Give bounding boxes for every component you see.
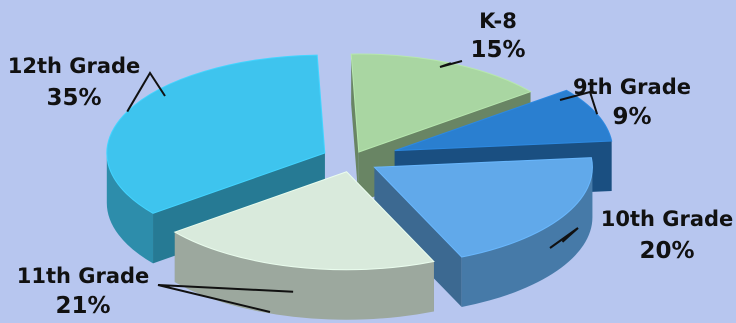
pie-slice-rim-11th-grade xyxy=(174,232,434,320)
label-k8-name: K-8 xyxy=(479,9,517,33)
label-12th-grade-percent: 35% xyxy=(46,85,101,111)
pie-slice-11th-grade xyxy=(173,171,435,320)
leader-lines xyxy=(126,60,599,313)
pie-slice-side-10th-grade-end xyxy=(374,167,462,308)
label-12th-grade-name: 12th Grade xyxy=(8,54,141,78)
pie-slice-top-11th-grade xyxy=(173,171,435,271)
label-9th-grade-name: 9th Grade xyxy=(573,75,691,99)
leader-line-11th-grade xyxy=(157,284,294,313)
leader-line-10th-grade xyxy=(549,227,579,249)
pie-slice-rim-10th-grade xyxy=(461,167,593,308)
label-9th-grade-percent: 9% xyxy=(612,104,651,130)
leader-line-k8 xyxy=(439,60,463,68)
label-11th-grade-name: 11th Grade xyxy=(17,264,150,288)
leader-line-12th-grade xyxy=(126,71,166,113)
pie-slices xyxy=(106,53,613,320)
pie-slice-rim-12th-grade xyxy=(106,153,154,264)
label-k8-percent: 15% xyxy=(470,37,525,63)
slice-labels: K-8 15% 9th Grade 9% 10th Grade 20% 11th… xyxy=(8,9,734,319)
label-10th-grade-name: 10th Grade xyxy=(601,207,734,231)
pie-slice-top-10th-grade xyxy=(373,157,593,258)
label-10th-grade-percent: 20% xyxy=(639,238,694,264)
label-11th-grade-percent: 21% xyxy=(55,293,110,319)
pie-slice-side-k8-start xyxy=(351,54,359,203)
pie-slice-10th-grade xyxy=(373,157,593,308)
leader-line-9th-grade xyxy=(559,90,599,115)
